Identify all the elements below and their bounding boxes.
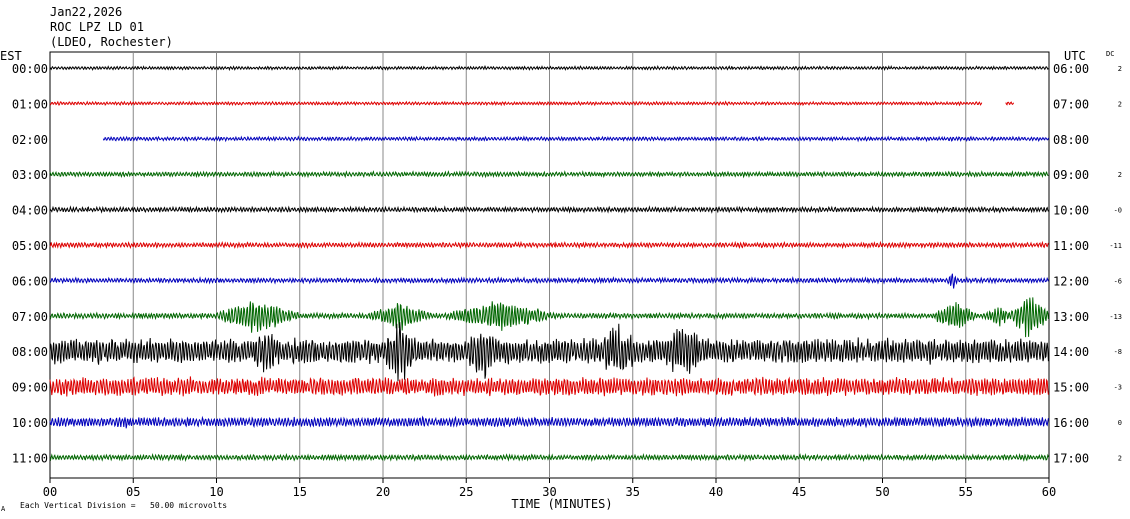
est-hour-label: 10:00 [12, 416, 48, 430]
scale-note: Each Vertical Division = 50.00 microvolt… [20, 501, 227, 510]
dc-header: DC [1106, 50, 1114, 58]
seismic-trace-0300 [49, 169, 1049, 179]
est-hour-label: 06:00 [12, 274, 48, 288]
utc-hour-label: 16:00 [1053, 416, 1089, 430]
utc-hour-label: 09:00 [1053, 168, 1089, 182]
est-hour-label: 08:00 [12, 345, 48, 359]
seismic-trace-1100 [49, 452, 1049, 463]
x-tick-label: 45 [792, 485, 806, 499]
vertical-gridlines [132, 52, 967, 478]
dc-offset-label: 2 [1118, 65, 1122, 73]
utc-hour-label: 15:00 [1053, 381, 1089, 395]
x-tick-label: 60 [1042, 485, 1056, 499]
left-zone-label: EST [0, 49, 22, 63]
dc-offset-label: -6 [1114, 277, 1122, 285]
seismic-trace-0400 [49, 205, 1049, 214]
x-tick-label: 40 [709, 485, 723, 499]
seismic-trace-0800 [49, 322, 1049, 382]
x-tick-label: 55 [959, 485, 973, 499]
dc-offset-label: 0 [1118, 419, 1122, 427]
utc-hour-label: 10:00 [1053, 204, 1089, 218]
utc-hour-label: 06:00 [1053, 62, 1089, 76]
seismic-trace-0700 [49, 297, 1049, 338]
seismic-trace-0100 [49, 100, 983, 107]
x-tick-label: 35 [626, 485, 640, 499]
seismic-trace-0100 [1005, 101, 1015, 106]
utc-hour-label: 12:00 [1053, 274, 1089, 288]
utc-hour-label: 11:00 [1053, 239, 1089, 253]
x-tick-label: 25 [459, 485, 473, 499]
dc-offset-label: 2 [1118, 100, 1122, 108]
corner-mark: A [1, 505, 6, 513]
dc-offset-label: -8 [1114, 348, 1122, 356]
utc-hour-label: 14:00 [1053, 345, 1089, 359]
seismic-trace-0000 [49, 65, 1049, 72]
est-hour-label: 02:00 [12, 133, 48, 147]
est-hour-label: 01:00 [12, 97, 48, 111]
x-tick-label: 05 [126, 485, 140, 499]
est-hour-label: 05:00 [12, 239, 48, 253]
dc-offset-label: -11 [1109, 242, 1122, 250]
x-tick-label: 10 [209, 485, 223, 499]
est-hour-label: 03:00 [12, 168, 48, 182]
dc-offset-label: 2 [1118, 171, 1122, 179]
seismic-trace-0200 [102, 135, 1050, 143]
x-tick-label: 15 [293, 485, 307, 499]
dc-offset-label: -13 [1109, 313, 1122, 321]
seismic-traces [49, 65, 1050, 463]
x-tick-label: 50 [875, 485, 889, 499]
est-hour-label: 07:00 [12, 310, 48, 324]
seismic-trace-1000 [49, 415, 1049, 429]
est-hour-label: 00:00 [12, 62, 48, 76]
utc-hour-labels: 06:00 07:00 08:00 09:00 10:00 11:00 12:00 13:00… [1053, 62, 1089, 465]
x-axis-title: TIME (MINUTES) [511, 497, 612, 511]
seismic-trace-0600 [49, 273, 1049, 289]
station-code: ROC LPZ LD 01 [50, 20, 144, 34]
utc-hour-label: 17:00 [1053, 451, 1089, 465]
seismic-trace-0500 [49, 240, 1049, 250]
dc-offset-label: -0 [1114, 207, 1122, 215]
dc-offset-label: -3 [1114, 384, 1122, 392]
x-tick-label: 20 [376, 485, 390, 499]
utc-hour-label: 08:00 [1053, 133, 1089, 147]
dc-offset-label: 2 [1118, 454, 1122, 462]
dc-offset-labels: 2 2 2 -0 -11 -6 -13 -8 -3 0 2 [1109, 65, 1122, 462]
est-hour-label: 11:00 [12, 451, 48, 465]
station-network: (LDEO, Rochester) [50, 35, 173, 49]
utc-hour-label: 13:00 [1053, 310, 1089, 324]
est-hour-label: 04:00 [12, 204, 48, 218]
x-tick-label: 00 [43, 485, 57, 499]
seismic-trace-0900 [49, 376, 1049, 397]
utc-hour-label: 07:00 [1053, 97, 1089, 111]
x-tick-label: 30 [542, 485, 556, 499]
chart-date: Jan22,2026 [50, 5, 122, 19]
est-hour-label: 09:00 [12, 381, 48, 395]
x-axis-ticks: 00 05 10 15 20 25 30 35 40 45 50 55 60 [43, 478, 1056, 499]
est-hour-labels: 00:00 01:00 02:00 03:00 04:00 05:00 06:00 07:00… [12, 62, 48, 465]
right-zone-label: UTC [1064, 49, 1086, 63]
